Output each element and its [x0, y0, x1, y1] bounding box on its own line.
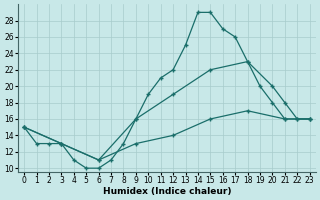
X-axis label: Humidex (Indice chaleur): Humidex (Indice chaleur) [103, 187, 231, 196]
